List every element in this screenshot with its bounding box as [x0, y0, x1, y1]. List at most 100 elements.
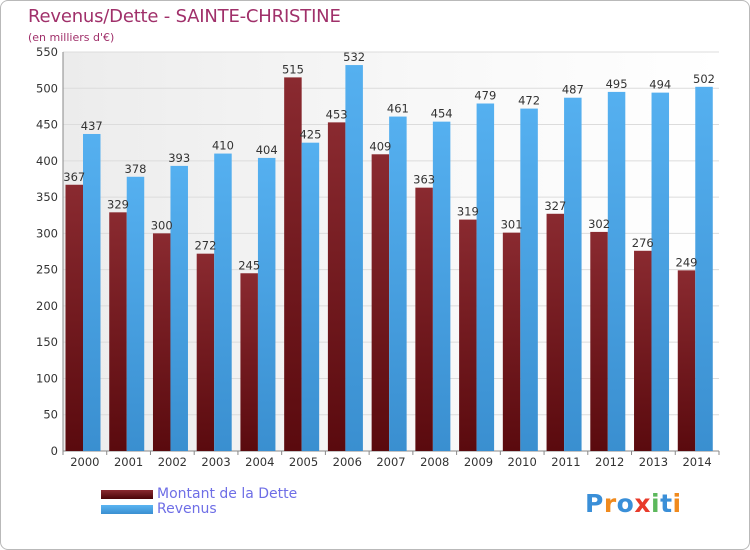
data-label-revenue: 425	[299, 128, 321, 142]
x-tick-label: 2009	[464, 455, 493, 469]
data-label-revenue: 393	[168, 151, 190, 165]
x-tick-label: 2011	[551, 455, 580, 469]
x-tick-label: 2010	[508, 455, 537, 469]
bar-revenue	[126, 176, 145, 451]
data-label-debt: 329	[107, 197, 129, 211]
data-label-revenue: 487	[562, 83, 584, 97]
y-tick-label: 50	[43, 408, 58, 422]
chart-subtitle: (en milliers d'€)	[28, 31, 115, 44]
data-label-debt: 301	[501, 218, 523, 232]
data-label-revenue: 454	[431, 107, 453, 121]
bar-debt	[546, 213, 565, 451]
x-tick-label: 2005	[289, 455, 318, 469]
bar-debt	[371, 154, 390, 451]
data-label-revenue: 495	[606, 77, 628, 91]
logo-letter: o	[616, 489, 635, 518]
x-tick-label: 2001	[114, 455, 143, 469]
logo-letter: t	[660, 489, 673, 518]
bar-revenue	[432, 121, 451, 451]
data-label-revenue: 502	[693, 72, 715, 86]
data-label-debt: 272	[194, 239, 216, 253]
chart-title: Revenus/Dette - SAINTE-CHRISTINE	[28, 6, 341, 27]
bar-revenue	[301, 142, 320, 451]
logo-letter: i	[651, 489, 661, 518]
bar-debt	[590, 231, 608, 451]
data-label-debt: 249	[676, 255, 698, 269]
y-tick-label: 200	[36, 299, 58, 313]
x-tick-label: 2000	[70, 455, 99, 469]
bar-debt	[502, 232, 521, 451]
y-tick-label: 300	[36, 226, 58, 240]
logo-letter: r	[603, 489, 617, 518]
bar-revenue	[476, 103, 495, 452]
x-tick-label: 2008	[420, 455, 449, 469]
bar-debt	[327, 122, 346, 452]
bar-revenue	[607, 91, 626, 452]
bar-debt	[634, 250, 652, 451]
bar-debt	[196, 253, 215, 451]
legend-swatch-revenue	[101, 505, 153, 514]
y-tick-label: 100	[36, 371, 58, 385]
bar-revenue	[695, 86, 713, 452]
x-tick-label: 2007	[376, 455, 405, 469]
y-tick-label: 450	[36, 118, 58, 132]
bar-revenue	[345, 65, 363, 452]
bar-debt	[109, 212, 127, 451]
legend-swatch-debt	[101, 490, 153, 499]
x-tick-label: 2004	[245, 455, 274, 469]
bar-revenue	[389, 116, 407, 451]
data-label-debt: 363	[413, 173, 435, 187]
data-label-revenue: 437	[81, 119, 103, 133]
data-label-revenue: 404	[256, 143, 278, 157]
logo-letter: x	[634, 489, 651, 518]
x-tick-label: 2003	[201, 455, 230, 469]
data-label-debt: 319	[457, 205, 479, 219]
bar-debt	[65, 184, 83, 451]
data-label-revenue: 472	[518, 94, 540, 108]
legend-label-debt: Montant de la Dette	[157, 486, 298, 502]
bar-revenue	[651, 92, 670, 451]
x-tick-label: 2013	[639, 455, 668, 469]
data-label-revenue: 479	[474, 89, 496, 103]
data-label-revenue: 410	[212, 139, 234, 153]
data-label-debt: 515	[282, 62, 304, 76]
y-tick-label: 500	[36, 81, 58, 95]
y-tick-label: 250	[36, 263, 58, 277]
data-label-revenue: 532	[343, 50, 365, 64]
bar-revenue	[170, 165, 188, 451]
legend-label-revenue: Revenus	[157, 501, 217, 517]
data-label-revenue: 461	[387, 102, 409, 116]
bar-debt	[284, 77, 302, 452]
x-tick-label: 2006	[333, 455, 362, 469]
data-label-debt: 245	[238, 258, 260, 272]
bar-debt	[677, 270, 696, 451]
data-label-debt: 367	[63, 170, 85, 184]
data-label-debt: 300	[151, 218, 173, 232]
x-tick-label: 2002	[158, 455, 187, 469]
x-tick-label: 2014	[682, 455, 711, 469]
data-label-debt: 409	[369, 139, 391, 153]
bar-debt	[415, 187, 433, 451]
bar-debt	[459, 219, 477, 451]
bar-revenue	[214, 153, 232, 451]
data-label-revenue: 378	[125, 162, 147, 176]
bar-revenue	[564, 97, 582, 451]
y-tick-label: 0	[51, 444, 58, 458]
data-label-debt: 276	[632, 236, 654, 250]
bar-debt	[240, 273, 258, 451]
bar-revenue	[520, 108, 538, 452]
data-label-debt: 327	[544, 199, 566, 213]
y-tick-label: 550	[36, 45, 58, 59]
bar-revenue	[257, 157, 276, 451]
bar-revenue	[83, 133, 101, 451]
y-tick-label: 350	[36, 190, 58, 204]
x-tick-label: 2012	[595, 455, 624, 469]
data-label-debt: 453	[326, 107, 348, 121]
data-label-revenue: 494	[649, 78, 671, 92]
proxiti-logo: Proxiti	[585, 489, 682, 518]
logo-letter: P	[585, 489, 604, 518]
bar-debt	[152, 233, 171, 451]
logo-letter: i	[672, 489, 682, 518]
